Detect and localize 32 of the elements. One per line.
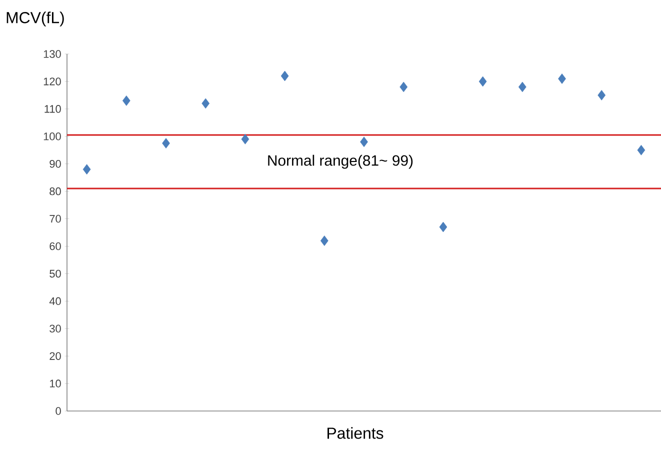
x-axis-title: Patients xyxy=(328,427,384,439)
y-tick-label: 30 xyxy=(50,324,61,332)
point xyxy=(400,82,408,92)
y-tick-label: 60 xyxy=(50,242,61,250)
y-tick-label: 110 xyxy=(44,105,61,113)
y-axis-title: MCV(fL) xyxy=(6,12,64,26)
point xyxy=(439,222,448,232)
y-tick-label: 20 xyxy=(50,352,61,360)
point xyxy=(360,136,368,148)
y-tick-label: 90 xyxy=(50,160,61,168)
y-tick-label: 100 xyxy=(44,132,61,140)
y-tick-label: 50 xyxy=(50,270,61,278)
y-tick-label: 130 xyxy=(44,50,61,58)
y-tick-label: 120 xyxy=(44,78,61,86)
point xyxy=(637,144,646,156)
y-tick-label: 10 xyxy=(50,380,61,388)
point xyxy=(122,96,130,106)
y-tick-label: 70 xyxy=(50,214,61,223)
point xyxy=(518,82,526,92)
point xyxy=(598,90,606,100)
y-tick-label: 40 xyxy=(49,297,61,306)
point xyxy=(241,134,250,144)
y-tick-label: 0 xyxy=(56,407,61,415)
point xyxy=(478,76,487,87)
y-tick-label: 80 xyxy=(50,187,61,196)
point xyxy=(82,164,91,175)
point xyxy=(162,138,170,148)
point xyxy=(320,236,328,246)
point xyxy=(202,98,210,109)
annotation: Normal range(81~ 99) xyxy=(268,154,413,169)
point xyxy=(558,74,566,84)
point xyxy=(280,70,289,82)
